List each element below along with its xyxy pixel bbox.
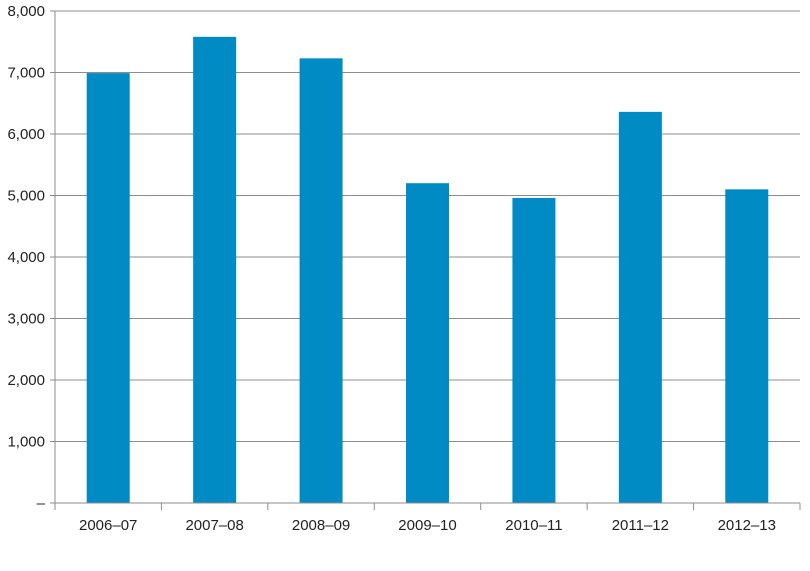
x-tick-label: 2011–12 bbox=[612, 517, 669, 534]
x-tick-label: 2012–13 bbox=[718, 517, 776, 534]
x-tick-label: 2009–10 bbox=[398, 517, 456, 534]
y-tick-label: 7,000 bbox=[7, 65, 45, 82]
bar-2008–09 bbox=[299, 58, 343, 503]
x-tick-label: 2008–09 bbox=[292, 517, 350, 534]
bar-2010–11 bbox=[512, 197, 556, 503]
bar-2009–10 bbox=[406, 183, 449, 503]
x-tick-labels: 2006–07 2007–08 2008–09 2009–10 2010–11 2011–… bbox=[79, 517, 776, 534]
y-tick-label: 6,000 bbox=[7, 126, 45, 143]
x-tick-label: 2006–07 bbox=[79, 517, 137, 534]
y-tick-label: 8,000 bbox=[7, 3, 45, 20]
y-tick-label: 5,000 bbox=[7, 188, 45, 205]
y-tick-label: 2,000 bbox=[7, 372, 45, 389]
y-tick-label: 3,000 bbox=[7, 311, 45, 328]
bar-2012–13 bbox=[725, 189, 769, 503]
x-tick-label: 2007–08 bbox=[185, 517, 243, 534]
y-tick-label: – bbox=[37, 495, 46, 512]
bar-2011–12 bbox=[618, 111, 662, 504]
bar-2006–07 bbox=[86, 73, 130, 504]
axes bbox=[50, 10, 801, 510]
bars bbox=[86, 36, 769, 504]
y-tick-label: 4,000 bbox=[7, 249, 45, 266]
bar-2007–08 bbox=[193, 36, 237, 504]
x-tick-label: 2010–11 bbox=[505, 517, 562, 534]
y-tick-labels: – 1,000 2,000 3,000 4,000 5,000 6,000 7,000 8,00… bbox=[7, 3, 45, 512]
y-tick-label: 1,000 bbox=[7, 434, 45, 451]
